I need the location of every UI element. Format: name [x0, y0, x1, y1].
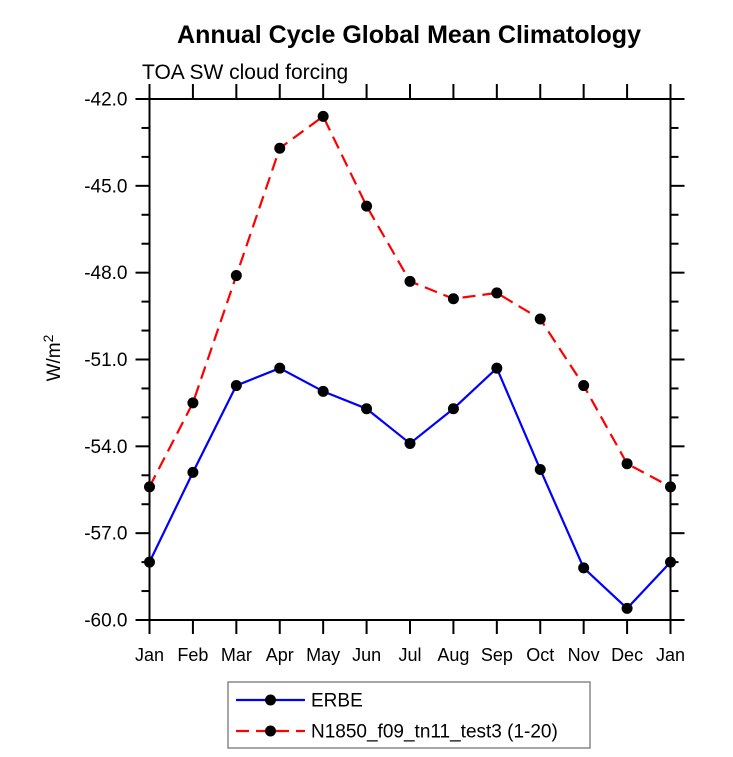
legend: ERBE N1850_f09_tn11_test3 (1-20) [227, 681, 591, 749]
data-point [230, 270, 242, 282]
x-tick-label: Apr [266, 645, 294, 665]
y-tick-label: -57.0 [84, 524, 127, 545]
data-point [230, 380, 242, 392]
data-point [665, 556, 676, 568]
data-point [317, 385, 329, 397]
data-point [621, 458, 633, 470]
y-tick-label: -42.0 [84, 90, 127, 111]
legend-label-erbe: ERBE [311, 691, 363, 712]
data-point [187, 466, 199, 478]
data-point [404, 275, 416, 287]
y-axis-label: W/m2 [40, 334, 65, 381]
chart-subtitle: TOA SW cloud forcing [142, 61, 348, 84]
data-point [361, 200, 373, 212]
data-point [447, 293, 459, 305]
data-point [491, 287, 503, 299]
data-point [491, 362, 503, 374]
series-line-erbe [148, 367, 672, 610]
plot-frame [148, 98, 672, 621]
x-tick-label: Aug [437, 645, 469, 665]
legend-marker-erbe [265, 694, 276, 706]
plot-area: -42.0 -45.0 -48.0 -51.0 -54.0 -57.0 -60.0 Jan Fe… [84, 84, 685, 665]
x-tick-label: Sep [481, 645, 513, 665]
data-point [578, 562, 590, 574]
x-tick-label: Feb [177, 645, 208, 665]
y-tick-label: -54.0 [84, 437, 127, 458]
chart-title: Annual Cycle Global Mean Climatology [177, 21, 641, 49]
series-line-n1850-f09-tn11-test3-1-20- [148, 115, 672, 488]
x-tick-label: Jul [398, 645, 421, 665]
data-point [144, 481, 155, 493]
data-point [361, 403, 373, 415]
x-tick-label: May [306, 645, 340, 665]
x-tick-label: Jan [656, 645, 685, 665]
data-point [665, 481, 676, 493]
data-point [534, 313, 546, 325]
x-tick-label: Jan [135, 645, 164, 665]
data-point [534, 463, 546, 475]
data-point [317, 110, 329, 122]
x-tick-label: Mar [221, 645, 252, 665]
data-point [447, 403, 459, 415]
data-point [274, 142, 286, 154]
x-tick-label: Oct [526, 645, 554, 665]
data-point [621, 602, 633, 614]
legend-label-model: N1850_f09_tn11_test3 (1-20) [311, 722, 558, 743]
data-point [578, 380, 590, 392]
x-tick-label: Jun [352, 645, 381, 665]
y-tick-label: -51.0 [84, 350, 127, 371]
data-point [274, 362, 286, 374]
data-point [144, 556, 155, 568]
y-tick-label: -45.0 [84, 176, 127, 197]
x-tick-label: Dec [611, 645, 643, 665]
y-axis-label-exponent: 2 [40, 334, 56, 342]
y-axis-label-base: W/m [44, 342, 65, 381]
legend-marker-model [265, 725, 276, 737]
data-point [404, 437, 416, 449]
x-tick-label: Nov [568, 645, 600, 665]
data-point [187, 397, 199, 409]
legend-box [227, 681, 591, 749]
y-tick-label: -48.0 [84, 263, 127, 284]
y-tick-label: -60.0 [84, 611, 127, 632]
